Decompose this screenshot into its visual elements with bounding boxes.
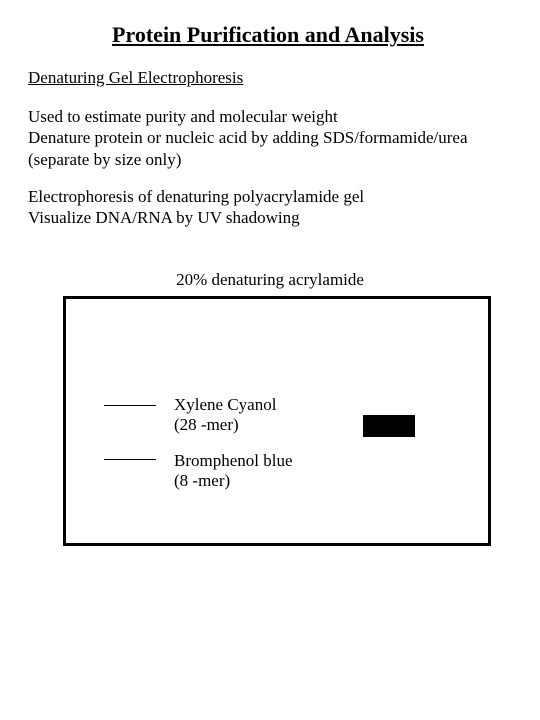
gel-band-line-bromphenol: [104, 459, 156, 460]
gel-band-label-xylene-l1: Xylene Cyanol: [174, 395, 276, 415]
gel-sample-block: [363, 415, 415, 437]
gel-band-label-bromphenol: Bromphenol blue (8 -mer): [174, 451, 293, 490]
paragraph-1: Used to estimate purity and molecular we…: [28, 106, 512, 170]
paragraph-2-line-2: Visualize DNA/RNA by UV shadowing: [28, 207, 512, 228]
paragraph-2: Electrophoresis of denaturing polyacryla…: [28, 186, 512, 229]
section-subtitle: Denaturing Gel Electrophoresis: [28, 68, 512, 88]
page-title: Protein Purification and Analysis: [68, 22, 468, 48]
paragraph-2-line-1: Electrophoresis of denaturing polyacryla…: [28, 186, 512, 207]
gel-caption: 20% denaturing acrylamide: [28, 270, 512, 290]
gel-band-line-xylene: [104, 405, 156, 406]
paragraph-1-line-3: (separate by size only): [28, 149, 512, 170]
paragraph-1-line-2: Denature protein or nucleic acid by addi…: [28, 127, 512, 148]
gel-band-label-xylene: Xylene Cyanol (28 -mer): [174, 395, 276, 434]
gel-band-label-xylene-l2: (28 -mer): [174, 415, 276, 435]
paragraph-1-line-1: Used to estimate purity and molecular we…: [28, 106, 512, 127]
gel-diagram: Xylene Cyanol (28 -mer) Bromphenol blue …: [63, 296, 491, 546]
gel-band-label-bromphenol-l2: (8 -mer): [174, 471, 293, 491]
gel-band-label-bromphenol-l1: Bromphenol blue: [174, 451, 293, 471]
